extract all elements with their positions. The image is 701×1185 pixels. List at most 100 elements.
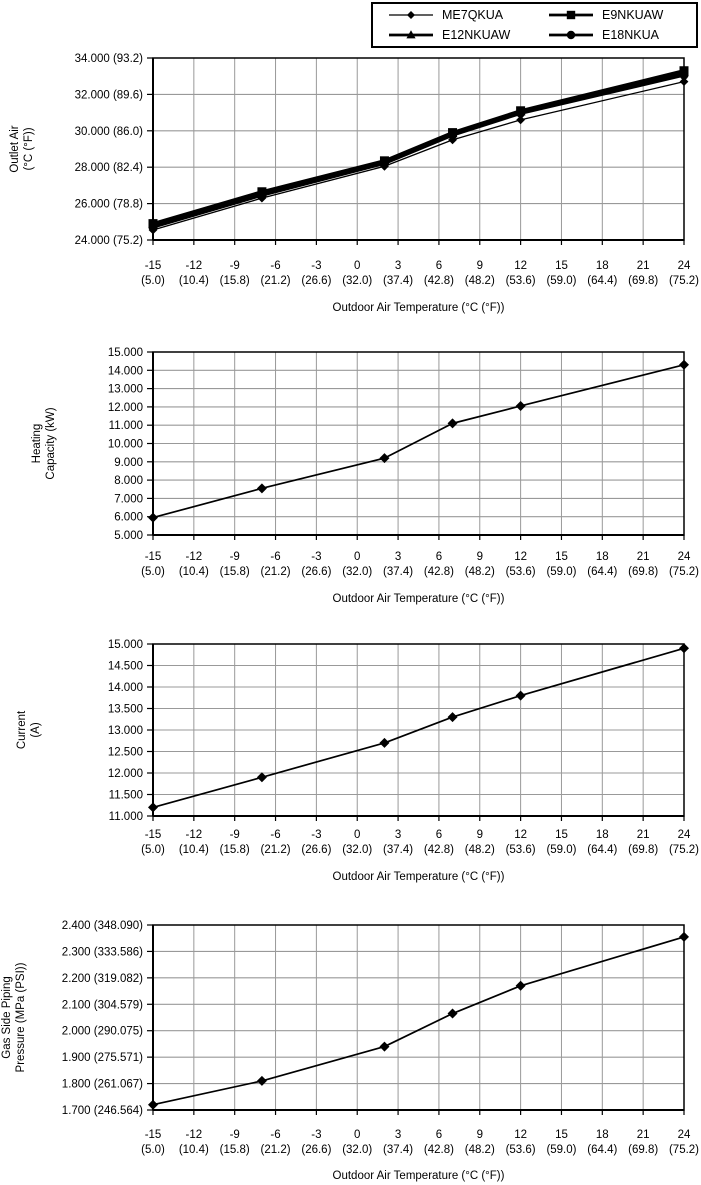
x-tick-label-fahrenheit: (15.8): [220, 566, 250, 578]
x-tick-label-celsius: 9: [477, 1129, 483, 1141]
x-tick-label-fahrenheit: (37.4): [383, 566, 413, 578]
h-gridlines: [153, 664, 684, 796]
x-tick-label-celsius: 9: [477, 829, 483, 841]
x-tick-label-celsius: -9: [230, 829, 240, 841]
x-tick-label-fahrenheit: (75.2): [669, 275, 699, 287]
y-tick-label: 2.100 (304.579): [62, 999, 143, 1011]
x-tick-label-celsius: -15: [145, 551, 162, 563]
x-tick-label-fahrenheit: (10.4): [179, 1144, 209, 1156]
y-tick-label: 12.000: [108, 402, 143, 414]
x-tick-label-celsius: 9: [477, 260, 483, 272]
x-tick-label-celsius: 12: [514, 1129, 527, 1141]
h-gridlines: [153, 369, 684, 518]
x-tick-label-fahrenheit: (42.8): [424, 275, 454, 287]
x-tick-label-fahrenheit: (42.8): [424, 1144, 454, 1156]
legend-item-label: E9NKUAW: [602, 7, 664, 22]
marker-square: [148, 219, 158, 229]
y-tick-marks: [147, 924, 153, 1111]
x-tick-label-fahrenheit: (10.4): [179, 844, 209, 856]
x-tick-label-fahrenheit: (37.4): [383, 275, 413, 287]
x-tick-label-celsius: 24: [678, 829, 691, 841]
marker-square: [566, 10, 576, 20]
y-axis-title-line: Current: [16, 710, 28, 749]
x-tick-label-fahrenheit: (59.0): [546, 275, 576, 287]
h-gridlines: [153, 950, 684, 1085]
marker-diamond: [447, 712, 458, 723]
x-tick-label-fahrenheit: (21.2): [261, 566, 291, 578]
series-current: [148, 643, 689, 813]
x-tick-label-fahrenheit: (15.8): [220, 275, 250, 287]
marker-square: [448, 128, 458, 138]
y-tick-label: 10.000: [108, 439, 143, 451]
x-tick-label-celsius: 12: [514, 260, 527, 272]
chart-heating-capacity-canvas: 15.000 14.000 13.000 12.000 11.000 10.000 9.00…: [31, 347, 699, 605]
x-tick-label-fahrenheit: (53.6): [506, 275, 536, 287]
y-tick-label: 11.000: [109, 811, 143, 823]
marker-diamond: [515, 400, 526, 411]
x-tick-label-fahrenheit: (42.8): [424, 566, 454, 578]
y-tick-label: 14.500: [108, 661, 143, 673]
y-tick-marks: [147, 643, 153, 817]
marker-circle: [566, 30, 576, 40]
x-tick-label-celsius: -15: [145, 260, 162, 272]
x-tick-label-fahrenheit: (53.6): [506, 566, 536, 578]
y-tick-labels: 15.000 14.500 14.000 13.500 13.000 12.500 12.0…: [108, 639, 143, 823]
x-tick-label-fahrenheit: (21.2): [261, 275, 291, 287]
x-tick-marks: [152, 240, 685, 245]
marker-diamond: [516, 115, 526, 125]
y-tick-label: 12.000: [108, 768, 143, 780]
x-tick-label-fahrenheit: (37.4): [383, 844, 413, 856]
y-tick-label: 11.000: [109, 420, 143, 432]
x-tick-label-fahrenheit: (53.6): [506, 844, 536, 856]
y-tick-label: 1.900 (275.571): [62, 1052, 143, 1064]
series-line: [152, 69, 685, 226]
marker-diamond: [256, 483, 267, 494]
x-tick-label-celsius: -3: [311, 551, 321, 563]
x-tick-label-celsius: 3: [395, 260, 401, 272]
x-tick-label-celsius: 18: [596, 551, 609, 563]
x-tick-label-celsius: 0: [354, 829, 360, 841]
legend-item-e12nkuaw: E12NKUAW: [387, 26, 547, 45]
square-marker-icon: [549, 10, 593, 20]
x-tick-label-fahrenheit: (32.0): [342, 844, 372, 856]
y-tick-label: 32.000 (89.6): [75, 89, 144, 101]
y-tick-label: 9.000: [114, 457, 143, 469]
x-tick-label-fahrenheit: (26.6): [301, 566, 331, 578]
v-gridlines: [193, 58, 644, 240]
x-tick-label-celsius: 21: [637, 260, 650, 272]
x-tick-label-fahrenheit: (59.0): [546, 1144, 576, 1156]
x-tick-label-celsius: -15: [145, 1129, 162, 1141]
y-tick-label: 26.000 (78.8): [75, 199, 144, 211]
x-tick-label-fahrenheit: (75.2): [669, 844, 699, 856]
y-axis-title: Current (A): [16, 710, 42, 749]
y-tick-label: 12.500: [108, 747, 143, 759]
y-tick-label: 15.000: [108, 347, 143, 359]
x-axis-title: Outdoor Air Temperature (°C (°F)): [333, 593, 505, 605]
y-tick-label: 13.000: [108, 725, 143, 737]
x-tick-label-fahrenheit: (26.6): [301, 844, 331, 856]
x-tick-label-fahrenheit: (64.4): [587, 844, 617, 856]
y-tick-label: 11.500: [109, 790, 143, 802]
x-tick-label-celsius: 6: [436, 829, 442, 841]
y-tick-label: 13.000: [108, 384, 143, 396]
x-tick-label-fahrenheit: (53.6): [506, 1144, 536, 1156]
y-tick-label: 2.300 (333.586): [62, 946, 143, 958]
y-tick-label: 1.800 (261.067): [62, 1079, 143, 1091]
y-tick-label: 28.000 (82.4): [75, 162, 144, 174]
x-tick-label-celsius: 15: [555, 260, 568, 272]
marker-diamond: [256, 772, 267, 783]
x-tick-label-fahrenheit: (15.8): [220, 844, 250, 856]
marker-diamond: [379, 737, 390, 748]
x-tick-label-fahrenheit: (32.0): [342, 275, 372, 287]
marker-diamond: [148, 512, 158, 523]
x-tick-label-celsius: 15: [555, 551, 568, 563]
x-axis-title: Outdoor Air Temperature (°C (°F)): [333, 1170, 505, 1182]
series-gas-side-piping: [148, 931, 689, 1110]
x-tick-label-fahrenheit: (5.0): [141, 566, 165, 578]
x-tick-label-fahrenheit: (48.2): [465, 1144, 495, 1156]
x-tick-label-celsius: -6: [270, 829, 280, 841]
x-tick-label-celsius: 12: [514, 551, 527, 563]
legend-item-label: E18NKUA: [602, 27, 659, 42]
marker-diamond: [679, 643, 689, 654]
